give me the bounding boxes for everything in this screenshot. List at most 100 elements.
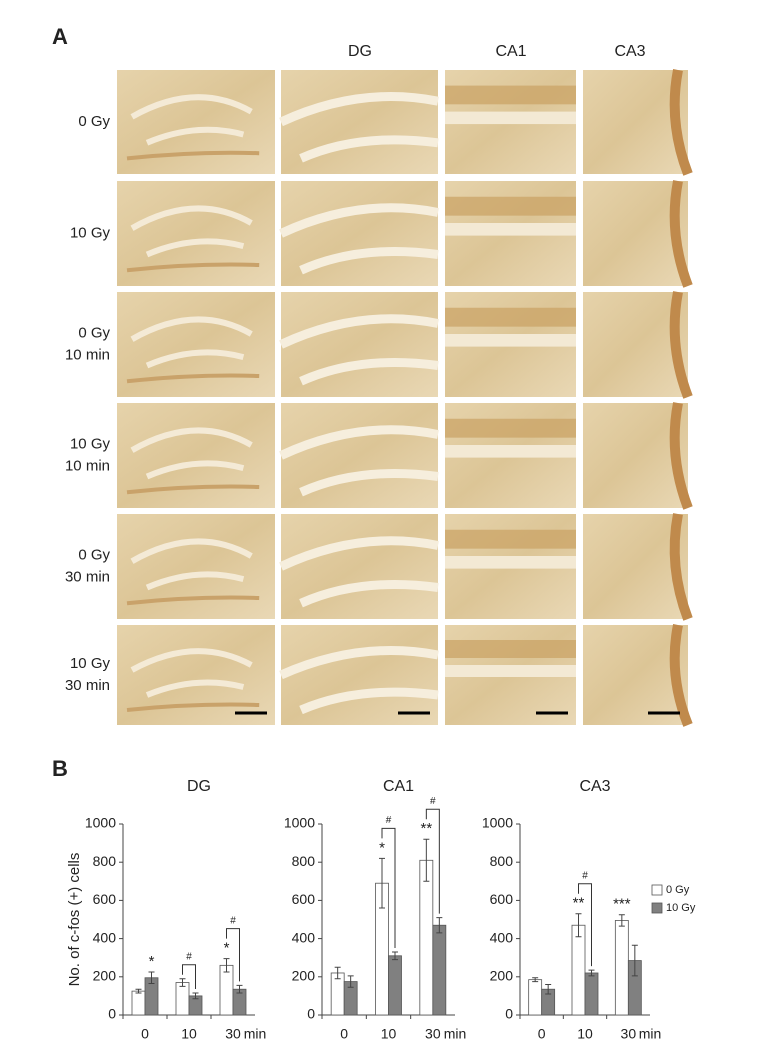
tissue-band	[669, 624, 693, 727]
x-tick-label: 10	[381, 1026, 397, 1042]
significance-mark: #	[582, 870, 588, 881]
error-bar	[347, 975, 354, 988]
significance-mark: #	[230, 915, 236, 926]
y-tick-label: 600	[93, 891, 117, 907]
x-tick-label: 30	[621, 1026, 637, 1042]
tissue-band	[126, 702, 260, 712]
tissue-band	[669, 513, 693, 621]
tissue-band	[279, 314, 439, 349]
column-header: DG	[348, 43, 372, 60]
row-label: 10 min	[65, 457, 110, 474]
significance-mark: **	[573, 895, 585, 912]
error-bar	[631, 944, 638, 977]
tissue-band	[126, 373, 260, 384]
row-label: 30 min	[65, 677, 110, 694]
y-tick-label: 1000	[482, 815, 513, 831]
tissue-band	[299, 687, 439, 715]
tissue-band	[445, 640, 576, 658]
tissue-band	[145, 349, 245, 369]
tissue-band	[130, 538, 253, 564]
error-bar	[392, 951, 398, 961]
significance-bracket	[182, 964, 196, 990]
tissue-band	[445, 307, 576, 327]
error-bar	[588, 969, 595, 977]
bar	[175, 982, 190, 1016]
legend-swatch	[651, 884, 663, 896]
significance-bracket	[381, 827, 396, 948]
tissue-band	[126, 150, 260, 161]
tissue-band	[445, 529, 576, 549]
y-tick-label: 0	[505, 1006, 513, 1022]
bar	[388, 955, 402, 1016]
row-label: 0 Gy	[78, 113, 110, 130]
error-bar	[334, 966, 341, 980]
y-tick-label: 200	[490, 968, 514, 984]
legend-label: 0 Gy	[666, 884, 690, 896]
row-label: 10 Gy	[70, 224, 111, 241]
error-bar	[135, 988, 142, 994]
error-bar	[618, 914, 625, 927]
tissue-band	[145, 460, 245, 480]
tissue-band	[445, 418, 576, 438]
tissue-band	[299, 469, 439, 497]
tissue-band	[145, 571, 245, 591]
tissue-band	[445, 85, 576, 105]
tissue-band	[299, 247, 439, 275]
tissue-band	[669, 291, 693, 399]
column-header: CA1	[495, 43, 526, 60]
row-label: 0 Gy	[78, 324, 110, 341]
panel-label: A	[52, 24, 68, 49]
tissue-band	[130, 648, 253, 673]
row-label: 10 min	[65, 346, 110, 363]
tissue-band	[279, 92, 439, 127]
significance-bracket	[226, 928, 240, 982]
y-tick-label: 0	[108, 1006, 116, 1022]
y-tick-label: 200	[292, 968, 316, 984]
chart-title: DG	[187, 778, 211, 795]
tissue-band	[130, 427, 253, 453]
tissue-band	[299, 358, 439, 386]
bar	[419, 859, 434, 1016]
x-tick-label: 0	[538, 1026, 546, 1042]
tissue-band	[669, 69, 693, 176]
tissue-band	[279, 425, 439, 460]
bar	[219, 964, 234, 1016]
tissue-band	[669, 180, 693, 288]
y-tick-label: 1000	[284, 815, 315, 831]
tissue-band	[445, 223, 576, 236]
y-tick-label: 800	[490, 853, 514, 869]
bar	[330, 972, 345, 1016]
x-tick-label: 0	[340, 1026, 348, 1042]
y-tick-label: 400	[93, 929, 117, 945]
x-tick-label: 0	[141, 1026, 149, 1042]
x-tick-label: 30	[225, 1026, 241, 1042]
tissue-band	[445, 111, 576, 125]
x-tick-label: 10	[181, 1026, 197, 1042]
error-bar	[545, 983, 552, 995]
tissue-band	[130, 94, 253, 120]
y-tick-label: 200	[93, 968, 117, 984]
significance-mark: ***	[613, 896, 631, 913]
y-tick-label: 1000	[85, 815, 116, 831]
tissue-band	[145, 126, 245, 146]
tissue-band	[445, 196, 576, 216]
error-bar	[436, 917, 443, 934]
significance-bracket	[578, 883, 592, 967]
y-tick-label: 0	[307, 1006, 315, 1022]
y-axis-label: No. of c-fos (+) cells	[66, 853, 83, 987]
legend-label: 10 Gy	[666, 902, 696, 914]
y-tick-label: 800	[93, 853, 117, 869]
tissue-band	[279, 536, 439, 571]
bar	[528, 979, 543, 1016]
legend-swatch	[651, 902, 663, 914]
significance-mark: #	[186, 951, 192, 962]
row-label: 10 Gy	[70, 655, 111, 672]
y-tick-label: 600	[292, 891, 316, 907]
row-label: 10 Gy	[70, 435, 111, 452]
significance-mark: *	[379, 839, 385, 856]
row-label: 30 min	[65, 568, 110, 585]
tissue-band	[126, 484, 260, 495]
column-header: CA3	[614, 43, 645, 60]
x-unit-label: min	[244, 1026, 267, 1042]
y-tick-label: 400	[292, 929, 316, 945]
